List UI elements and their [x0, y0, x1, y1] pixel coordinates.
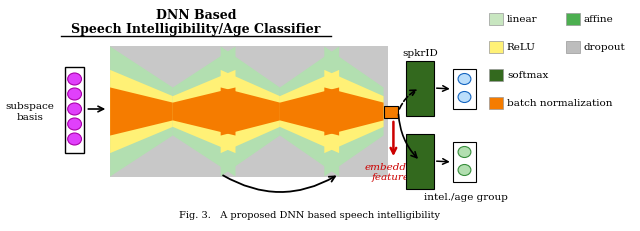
Text: Fig. 3.   A proposed DNN based speech intelligibility: Fig. 3. A proposed DNN based speech inte… [179, 210, 440, 219]
Bar [65, 68, 84, 153]
Bar [406, 62, 434, 116]
Bar [566, 42, 580, 54]
Ellipse shape [458, 165, 471, 176]
Polygon shape [324, 88, 383, 136]
Bar [489, 42, 503, 54]
Ellipse shape [68, 74, 81, 86]
Text: Speech Intelligibility/Age Classifier: Speech Intelligibility/Age Classifier [71, 23, 321, 36]
Polygon shape [280, 88, 339, 136]
Polygon shape [173, 47, 236, 177]
Text: linear: linear [507, 15, 538, 24]
Text: embedding
features: embedding features [364, 162, 423, 182]
Text: batch normalization: batch normalization [507, 99, 612, 108]
Polygon shape [324, 71, 383, 153]
Ellipse shape [458, 74, 471, 85]
Bar [452, 142, 476, 182]
Ellipse shape [68, 89, 81, 100]
Bar [489, 14, 503, 26]
Bar [489, 97, 503, 109]
Polygon shape [110, 47, 173, 177]
Polygon shape [221, 88, 280, 136]
Bar [489, 70, 503, 82]
Polygon shape [324, 47, 383, 177]
Polygon shape [221, 71, 280, 153]
Text: softmax: softmax [507, 71, 548, 80]
Polygon shape [110, 71, 173, 153]
Text: dropout: dropout [584, 43, 626, 52]
Bar [406, 134, 434, 189]
Ellipse shape [68, 103, 81, 116]
Polygon shape [221, 47, 280, 177]
Bar [383, 106, 398, 118]
Ellipse shape [68, 119, 81, 131]
Polygon shape [110, 88, 173, 136]
Text: spkrID: spkrID [402, 49, 438, 58]
Ellipse shape [458, 147, 471, 158]
Bar [110, 47, 388, 177]
Polygon shape [280, 47, 339, 177]
Ellipse shape [458, 92, 471, 103]
Ellipse shape [68, 134, 81, 145]
Text: ReLU: ReLU [507, 43, 536, 52]
Polygon shape [280, 71, 339, 153]
Text: intel./age group: intel./age group [424, 192, 508, 201]
Text: DNN Based: DNN Based [156, 9, 236, 22]
Bar [452, 70, 476, 109]
Bar [566, 14, 580, 26]
Text: affine: affine [584, 15, 614, 24]
Polygon shape [173, 88, 236, 136]
Polygon shape [173, 71, 236, 153]
Text: subspace
basis: subspace basis [6, 102, 54, 121]
